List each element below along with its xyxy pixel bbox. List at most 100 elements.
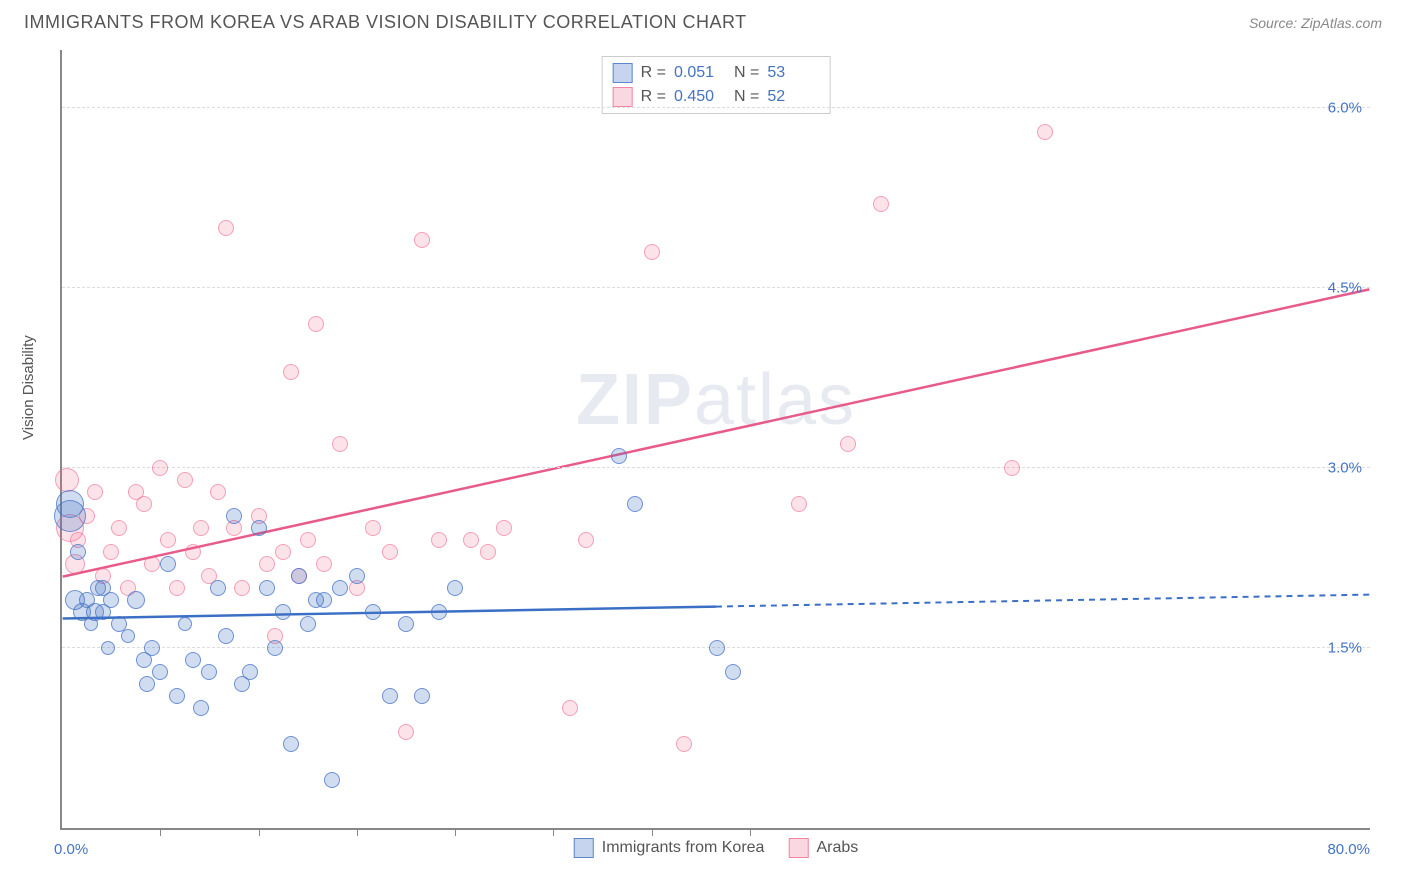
scatter-point-korea [139,676,155,692]
scatter-point-korea [101,641,115,655]
scatter-point-korea [54,500,86,532]
scatter-point-korea [95,580,111,596]
scatter-point-arabs [431,532,447,548]
swatch-arabs [788,838,808,858]
scatter-point-arabs [103,544,119,560]
scatter-point-korea [185,652,201,668]
x-tick [750,828,751,836]
scatter-point-arabs [210,484,226,500]
legend-label-arabs: Arabs [816,839,858,857]
scatter-point-korea [316,592,332,608]
x-tick [160,828,161,836]
scatter-point-arabs [259,556,275,572]
scatter-point-arabs [300,532,316,548]
scatter-point-arabs [578,532,594,548]
scatter-point-korea [193,700,209,716]
scatter-point-arabs [463,532,479,548]
scatter-point-arabs [562,700,578,716]
scatter-point-arabs [382,544,398,560]
scatter-point-korea [414,688,430,704]
legend-label-korea: Immigrants from Korea [602,839,765,857]
x-tick [357,828,358,836]
r-label: R = [641,64,666,82]
scatter-point-arabs [144,556,160,572]
scatter-point-arabs [676,736,692,752]
scatter-point-korea [242,664,258,680]
watermark-atlas: atlas [694,360,856,440]
scatter-point-arabs [275,544,291,560]
chart-plot-area: ZIPatlas R = 0.051 N = 53 R = 0.450 N = … [60,50,1370,830]
scatter-point-korea [259,580,275,596]
scatter-point-korea [398,616,414,632]
scatter-point-korea [275,604,291,620]
x-tick [553,828,554,836]
legend-item-korea: Immigrants from Korea [574,838,765,858]
chart-title: IMMIGRANTS FROM KOREA VS ARAB VISION DIS… [24,12,747,33]
n-label: N = [734,88,759,106]
scatter-point-korea [332,580,348,596]
stat-row-arabs: R = 0.450 N = 52 [613,85,820,109]
scatter-point-korea [447,580,463,596]
x-max-label: 80.0% [1327,841,1370,858]
bottom-legend: Immigrants from Korea Arabs [574,838,859,858]
scatter-point-arabs [414,232,430,248]
scatter-point-korea [178,617,192,631]
scatter-point-korea [300,616,316,632]
scatter-point-korea [349,568,365,584]
arabs-r-value: 0.450 [674,88,726,106]
stats-legend-box: R = 0.051 N = 53 R = 0.450 N = 52 [602,56,831,114]
n-label: N = [734,64,759,82]
x-min-label: 0.0% [54,841,88,858]
x-tick [455,828,456,836]
scatter-point-korea [709,640,725,656]
scatter-point-korea [152,664,168,680]
swatch-korea [574,838,594,858]
x-tick [259,828,260,836]
scatter-point-korea [127,591,145,609]
scatter-point-arabs [55,468,79,492]
scatter-point-arabs [169,580,185,596]
korea-r-value: 0.051 [674,64,726,82]
scatter-point-arabs [111,520,127,536]
x-tick [652,828,653,836]
watermark-zip: ZIP [576,360,694,440]
y-axis-label: Vision Disability [20,335,37,440]
scatter-point-arabs [185,544,201,560]
scatter-point-arabs [496,520,512,536]
gridline [62,467,1370,468]
y-tick-label: 3.0% [1328,460,1362,477]
scatter-point-arabs [283,364,299,380]
chart-source: Source: ZipAtlas.com [1249,15,1382,31]
scatter-point-korea [160,556,176,572]
scatter-point-arabs [1037,124,1053,140]
scatter-point-arabs [365,520,381,536]
gridline [62,287,1370,288]
scatter-point-arabs [234,580,250,596]
scatter-point-arabs [177,472,193,488]
scatter-point-korea [210,580,226,596]
scatter-point-arabs [152,460,168,476]
scatter-point-korea [144,640,160,656]
scatter-point-arabs [332,436,348,452]
scatter-point-korea [611,448,627,464]
scatter-point-korea [291,568,307,584]
trend-lines-svg [62,50,1370,828]
gridline [62,107,1370,108]
y-tick-label: 4.5% [1328,280,1362,297]
scatter-point-korea [382,688,398,704]
scatter-point-arabs [87,484,103,500]
scatter-point-korea [283,736,299,752]
scatter-point-arabs [873,196,889,212]
legend-item-arabs: Arabs [788,838,858,858]
y-tick-label: 6.0% [1328,100,1362,117]
scatter-point-arabs [218,220,234,236]
stat-row-korea: R = 0.051 N = 53 [613,61,820,85]
r-label: R = [641,88,666,106]
scatter-point-arabs [308,316,324,332]
scatter-point-korea [725,664,741,680]
scatter-point-arabs [840,436,856,452]
swatch-arabs [613,87,633,107]
scatter-point-korea [627,496,643,512]
arabs-n-value: 52 [767,88,819,106]
scatter-point-korea [431,604,447,620]
